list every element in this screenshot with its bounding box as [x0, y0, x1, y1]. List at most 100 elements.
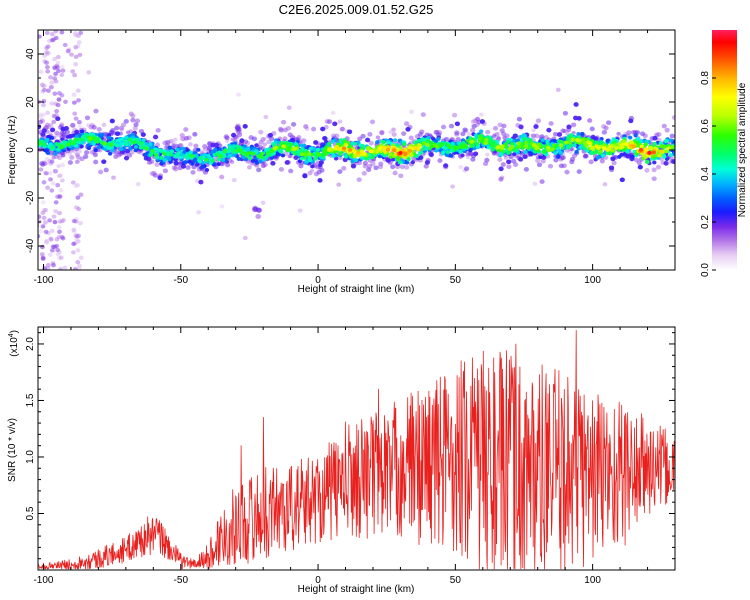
spectrogram-cell: [512, 133, 518, 139]
spectrogram-cell: [41, 215, 47, 221]
spectrogram-cell: [496, 145, 501, 150]
spectrogram-cell: [49, 188, 55, 193]
y-tick-label: -20: [25, 190, 36, 205]
spectrogram-cell: [562, 110, 569, 116]
spectrogram-cell: [71, 92, 77, 97]
spectrogram-cell: [533, 124, 539, 129]
spectrogram-cell: [479, 129, 484, 134]
spectrogram-cell: [286, 105, 292, 110]
spectrogram-cell: [86, 146, 92, 151]
spectrogram-cell: [54, 130, 60, 136]
spectrogram-cell: [284, 160, 290, 165]
spectrogram-cell: [59, 72, 65, 78]
spectrogram-cell: [114, 125, 120, 131]
spectrogram-cell: [265, 151, 271, 156]
spectrogram-cell: [48, 237, 54, 242]
spectrogram-cell: [57, 219, 63, 224]
spectrogram-cell: [246, 147, 251, 152]
top-x-axis-label: Height of straight line (km): [298, 284, 415, 295]
spectrogram-cell: [171, 165, 177, 171]
spectrogram-cell: [148, 152, 153, 157]
x-tick-label: 100: [584, 575, 601, 586]
spectrogram-cell: [204, 157, 209, 162]
spectrogram-cell: [385, 158, 391, 163]
spectrogram-cell: [109, 118, 115, 124]
spectrogram-cell: [73, 62, 79, 67]
spectrogram-cell: [40, 132, 46, 137]
spectrogram-cell: [564, 169, 570, 175]
spectrogram-cell: [501, 123, 507, 129]
spectrogram-cell: [469, 139, 474, 144]
spectrogram-cell: [55, 116, 61, 122]
x-tick-label: -100: [33, 275, 53, 286]
spectrogram-cell: [124, 135, 129, 140]
spectrogram-cell: [60, 153, 65, 158]
spectrogram-cell: [59, 64, 65, 69]
spectrogram-cell: [602, 182, 608, 187]
spectrogram-cell: [659, 144, 664, 149]
spectrogram-cell: [391, 127, 396, 132]
spectrogram-cell: [532, 143, 537, 148]
spectrogram-cell: [125, 130, 131, 135]
spectrogram-cell: [663, 139, 669, 144]
spectrogram-cell: [50, 127, 56, 133]
spectrogram-cell: [254, 143, 259, 148]
spectrogram-cell: [57, 155, 62, 160]
spectrogram-cell: [347, 148, 353, 152]
spectrogram-cell: [323, 147, 328, 152]
spectrogram-cell: [560, 128, 566, 134]
spectrogram-cell: [558, 163, 564, 169]
spectrogram-cell: [412, 140, 418, 145]
spectrogram-cell: [49, 159, 55, 164]
spectrogram-cell: [460, 131, 466, 137]
spectrogram-cell: [71, 241, 76, 247]
spectrogram-cell: [54, 237, 60, 242]
spectrogram-cell: [566, 124, 572, 130]
spectrogram-cell: [67, 160, 73, 165]
spectrogram-cell: [93, 108, 99, 114]
spectrogram-cell: [536, 142, 541, 147]
spectrogram-cell: [507, 147, 513, 152]
spectrogram-cell: [78, 30, 84, 36]
spectrogram-cell: [315, 147, 321, 152]
spectrogram-cell: [224, 135, 230, 141]
spectrogram-cell: [43, 229, 49, 235]
y-tick-label: 20: [25, 96, 36, 108]
spectrogram-cell: [242, 124, 248, 129]
spectrogram-cell: [445, 150, 451, 155]
spectrogram-cell: [370, 155, 375, 160]
spectrogram-cell: [144, 146, 149, 151]
spectrogram-cell: [56, 97, 62, 102]
x-tick-label: 100: [584, 275, 601, 286]
spectrogram-cell: [210, 142, 216, 148]
spectrogram-cell: [45, 110, 51, 115]
colorbar-tick-label: 0.8: [700, 71, 711, 85]
spectrogram-cell: [185, 165, 191, 170]
spectrogram-cell: [552, 143, 557, 148]
spectrogram-cell: [278, 126, 284, 132]
spectrogram-cell: [77, 263, 82, 268]
spectrogram-cell: [45, 69, 51, 74]
spectrogram-cell: [42, 220, 48, 225]
spectrogram-cell: [651, 167, 657, 173]
spectrogram-cell: [602, 143, 607, 148]
spectrogram-cell: [555, 87, 561, 92]
spectrogram-cell: [96, 145, 102, 150]
spectrogram-cell: [651, 176, 657, 182]
spectrogram-cell: [643, 147, 649, 152]
spectrogram-cell: [220, 158, 226, 162]
spectrogram-cell: [470, 157, 476, 162]
spectrogram-cell: [560, 155, 566, 160]
spectrogram-cell: [58, 267, 63, 270]
spectrogram-cell: [630, 154, 635, 159]
spectrogram-cell: [628, 118, 634, 124]
spectrogram-cell: [58, 188, 64, 193]
spectrogram-cell: [631, 144, 636, 149]
spectrogram-cell: [302, 173, 308, 179]
spectrogram-cell: [45, 263, 51, 268]
spectrogram-cell: [236, 92, 241, 97]
spectrogram-cell: [462, 127, 468, 133]
spectrogram-cell: [77, 124, 83, 129]
spectrogram-cell: [47, 170, 53, 176]
spectrogram-cell: [536, 162, 543, 168]
